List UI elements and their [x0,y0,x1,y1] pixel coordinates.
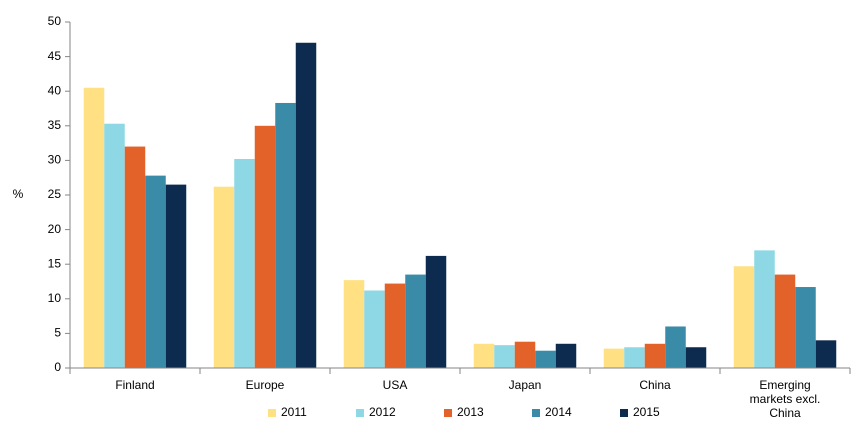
legend-label: 2014 [545,405,572,419]
bar [494,345,515,368]
y-tick-label: 30 [48,153,62,167]
bar [124,146,146,368]
y-tick-label: 10 [48,291,62,305]
bar [774,274,796,368]
y-tick-label: 20 [48,222,62,236]
y-tick-label: 50 [48,14,62,28]
y-tick-label: 25 [48,187,62,201]
bar [425,255,447,368]
y-tick-label: 45 [48,49,62,63]
bar [384,283,406,368]
bar [295,42,317,368]
bar [275,102,296,369]
bar [815,340,837,368]
bar [343,280,365,368]
bar [83,87,105,369]
bar [213,186,235,368]
y-tick-label: 15 [48,256,62,270]
legend-label: 2013 [457,405,484,419]
bar [473,343,495,368]
x-tick-label: Japan [509,378,542,392]
y-axis-label: % [13,187,24,201]
legend-swatch [356,409,364,417]
legend-swatch [620,409,628,417]
legend-label: 2012 [369,405,396,419]
y-tick-label: 0 [54,360,61,374]
x-tick-label: USA [383,378,408,392]
bar [104,123,125,368]
bar [165,184,187,368]
bar [644,343,666,368]
bar [685,347,707,368]
legend-swatch [532,409,540,417]
bar [234,159,255,368]
bar [624,347,645,368]
x-tick-label: Europe [246,378,285,392]
legend-swatch [268,409,276,417]
y-tick-label: 40 [48,83,62,97]
legend-swatch [444,409,452,417]
bar [514,341,536,368]
bar [364,290,385,368]
bar [535,350,556,368]
bar [733,266,755,368]
bar [795,287,816,368]
legend-label: 2015 [633,405,660,419]
bar [754,250,775,368]
y-tick-label: 35 [48,118,62,132]
bar [405,274,426,368]
bar [665,326,686,368]
bar [254,125,276,368]
bar [603,348,625,368]
x-tick-label: Emerging markets excl. China [750,378,821,420]
x-tick-label: China [639,378,671,392]
legend-label: 2011 [281,405,307,419]
bar [555,343,577,368]
x-tick-label: Finland [115,378,154,392]
bar [145,175,166,368]
y-tick-label: 5 [54,326,61,340]
